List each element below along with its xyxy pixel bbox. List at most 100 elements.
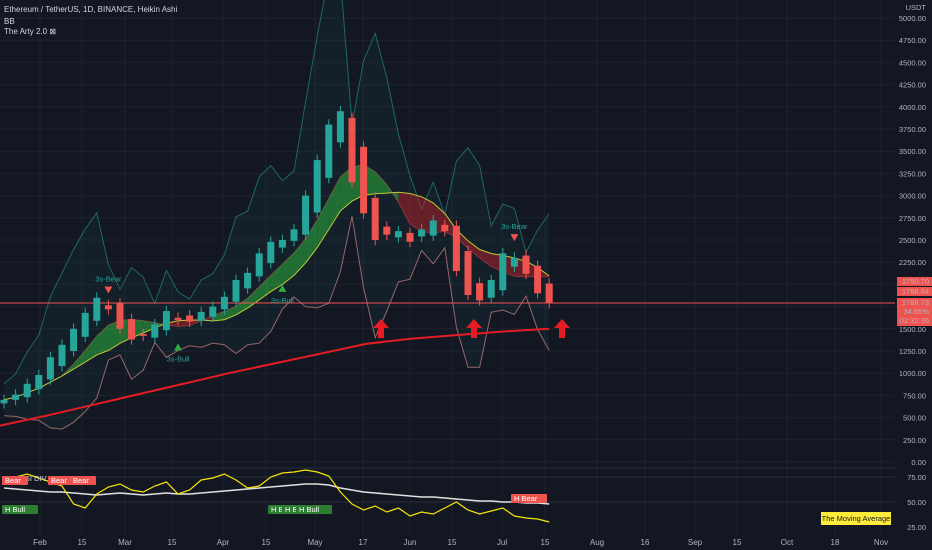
price-axis: USDT 5000.00 4750.00 4500.00 4250.00 4000.00 3…	[899, 3, 927, 532]
price-tick: 3750.00	[899, 125, 926, 134]
ma200-line	[0, 327, 550, 427]
ribbon-segment	[85, 336, 97, 363]
ribbon-segment	[236, 298, 248, 315]
price-tick: 1000.00	[899, 369, 926, 378]
candle-body	[510, 257, 518, 267]
up-arrow-shape	[554, 319, 570, 338]
time-tick: 15	[541, 538, 550, 547]
last-price-tag: 02:32:36	[900, 316, 929, 325]
signal-bear-triangle	[104, 286, 113, 294]
signal-markers: 3s-Bear 3s-Bull 3s-Bull 3s-Bear	[95, 222, 528, 363]
candle-body	[360, 146, 368, 214]
chart-title: Ethereum / TetherUS, 1D, BINANCE, Heikin…	[4, 5, 178, 14]
candle-body	[429, 220, 437, 236]
price-tick: 4500.00	[899, 58, 926, 67]
rsi-marker-label: Bear	[5, 476, 21, 485]
signal-label: 3s-Bull	[271, 296, 294, 305]
price-tag-bg	[897, 277, 932, 286]
last-price-tag-bg	[897, 298, 932, 326]
indicator-arty-label[interactable]: The Arty 2.0 ⊠	[4, 27, 57, 36]
rsi-marker-label: Bear	[51, 476, 67, 485]
price-tick: 1250.00	[899, 347, 926, 356]
candle-body	[220, 296, 228, 310]
candle-body	[255, 253, 263, 277]
rsi-marker-label: H Bull	[5, 505, 25, 514]
candle-body	[151, 324, 159, 338]
candle-body	[371, 197, 379, 240]
price-tag-bg	[897, 287, 932, 296]
up-arrow-icon	[466, 319, 482, 338]
ribbon-segment	[282, 252, 294, 285]
candle-body	[232, 279, 240, 302]
ribbon-segment	[479, 249, 492, 267]
price-tick: 2500.00	[899, 236, 926, 245]
candle-body	[336, 111, 344, 143]
candle-body	[35, 374, 43, 390]
rsi-marker-bg	[511, 494, 547, 503]
axis-unit: USDT	[906, 3, 927, 12]
rsi-marker-label: H Bull	[271, 505, 291, 514]
up-arrow-icon	[373, 319, 389, 338]
time-tick: 16	[641, 538, 650, 547]
signal-label: 3s-Bear	[95, 274, 122, 283]
time-tick: Jul	[497, 538, 507, 547]
ribbon-segment	[398, 192, 410, 224]
price-tick: 2750.00	[899, 214, 926, 223]
candle-body	[452, 225, 460, 272]
candle-body	[278, 240, 286, 248]
candle-body	[139, 334, 147, 336]
candle-body	[23, 383, 31, 398]
candle-body	[267, 241, 275, 264]
rsi-line	[3, 469, 550, 523]
up-arrow-icon	[554, 319, 570, 338]
rsi-ma-line	[3, 483, 550, 505]
rsi-marker-bg	[70, 476, 96, 485]
signal-bear-triangle	[510, 234, 519, 242]
time-tick: Oct	[781, 538, 794, 547]
candle-body	[128, 319, 136, 340]
candle-body	[81, 312, 89, 337]
time-tick: 15	[168, 538, 177, 547]
up-arrow-shape	[466, 319, 482, 338]
price-tick: 5000.00	[899, 14, 926, 23]
candle-body	[174, 317, 182, 320]
last-price-tag: 1788.73	[902, 298, 929, 307]
ribbon-segment	[375, 171, 387, 194]
last-price-tag: 34.65%	[904, 307, 930, 316]
ribbon-segment	[62, 364, 74, 376]
signal-label: 3s-Bull	[167, 354, 190, 363]
rsi-marker-label: H Bear	[514, 494, 538, 503]
price-tick: 3500.00	[899, 147, 926, 156]
candle-body	[406, 232, 414, 242]
candle-body	[0, 399, 8, 404]
ribbon-segment	[270, 264, 283, 292]
rsi-marker-bg	[2, 476, 28, 485]
price-tick: 4750.00	[899, 36, 926, 45]
candle-body	[348, 117, 356, 183]
rsi-marker-bg	[296, 505, 332, 514]
candle-body	[464, 251, 472, 296]
moving-average-note: The Moving Average	[821, 512, 891, 525]
chart-grid	[0, 0, 895, 535]
ribbon-segment	[317, 198, 329, 248]
rsi-marker-label: H Bull	[299, 505, 319, 514]
bb-upper	[3, 0, 550, 385]
time-tick: Aug	[590, 538, 604, 547]
candle-body	[46, 357, 54, 380]
candle-body	[93, 297, 101, 321]
ribbon-segment	[305, 220, 318, 263]
price-tick: 2250.00	[899, 258, 926, 267]
ribbon-segment	[386, 184, 399, 203]
time-tick: May	[307, 538, 322, 547]
candle-body	[534, 265, 542, 294]
price-tick: 3000.00	[899, 192, 926, 201]
indicator-bb-label[interactable]: BB	[4, 17, 15, 26]
rsi-tick: 75.00	[907, 473, 926, 482]
ribbon-segment	[96, 325, 109, 355]
candle-body	[313, 160, 321, 213]
candle-body	[383, 226, 391, 235]
rsi-tick: 25.00	[907, 523, 926, 532]
